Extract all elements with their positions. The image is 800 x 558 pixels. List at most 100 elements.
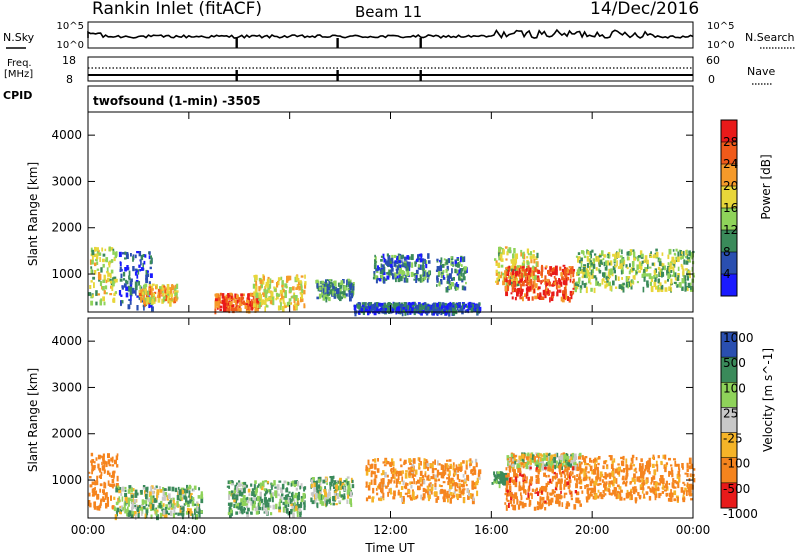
echo-cell — [146, 297, 150, 303]
echo-cell — [572, 271, 575, 274]
echo-cell — [267, 502, 270, 508]
echo-cell — [156, 489, 160, 496]
echo-cell — [420, 494, 423, 500]
echo-cell — [506, 489, 510, 493]
echo-cell — [349, 491, 353, 498]
echo-cell — [601, 250, 604, 256]
echo-cell — [149, 304, 153, 308]
echo-cell — [196, 501, 199, 504]
echo-cell — [255, 303, 257, 309]
echo-cell — [112, 297, 116, 303]
echo-cell — [510, 272, 512, 276]
echo-cell — [196, 506, 199, 512]
echo-cell — [408, 470, 411, 476]
echo-cell — [614, 468, 618, 474]
echo-cell — [370, 472, 373, 478]
echo-cell — [103, 469, 106, 474]
echo-cell — [258, 483, 261, 487]
echo-cell — [238, 510, 242, 514]
echo-cell — [683, 483, 686, 486]
echo-cell — [246, 484, 249, 488]
echo-cell — [449, 301, 452, 307]
echo-cell — [394, 476, 396, 480]
echo-cell — [139, 268, 142, 272]
echo-cell — [680, 254, 683, 259]
echo-cell — [167, 493, 171, 500]
echo-cell — [269, 505, 272, 508]
echo-cell — [148, 286, 152, 289]
echo-cell — [174, 284, 178, 289]
echo-cell — [98, 252, 102, 256]
echo-cell — [251, 303, 254, 307]
echo-cell — [515, 288, 518, 293]
echo-cell — [239, 301, 242, 307]
echo-cell — [440, 473, 443, 479]
echo-cell — [532, 250, 535, 253]
echo-cell — [584, 456, 588, 459]
echo-cell — [460, 465, 463, 471]
echo-cell — [365, 306, 369, 309]
echo-cell — [328, 489, 331, 493]
echo-cell — [388, 259, 391, 264]
echo-cell — [163, 488, 167, 492]
echo-cell — [382, 253, 385, 259]
x-tick-label: 08:00 — [272, 523, 307, 537]
echo-cell — [628, 270, 631, 275]
echo-cell — [668, 457, 671, 461]
echo-cell — [633, 274, 636, 280]
echo-cell — [554, 268, 557, 274]
echo-cell — [386, 272, 389, 275]
echo-cell — [100, 498, 103, 503]
echo-cell — [234, 306, 238, 312]
echo-cell — [246, 504, 249, 508]
echo-cell — [338, 501, 341, 505]
echo-cell — [446, 477, 449, 480]
echo-cell — [298, 508, 302, 515]
echo-cell — [399, 470, 403, 476]
echo-cell — [228, 308, 231, 314]
power-colorbar-band — [721, 252, 737, 274]
echo-cell — [664, 489, 667, 492]
echo-cell — [100, 471, 103, 476]
echo-cell — [293, 294, 295, 300]
freq-tick-bottom: 8 — [66, 73, 73, 86]
echo-cell — [589, 266, 591, 271]
echo-cell — [566, 296, 569, 301]
echo-cell — [320, 491, 322, 494]
echo-cell — [164, 299, 168, 302]
echo-cell — [535, 460, 538, 464]
echo-cell — [134, 492, 138, 498]
echo-cell — [549, 297, 551, 303]
echo-cell — [287, 511, 291, 516]
echo-cell — [670, 287, 673, 292]
echo-cell — [145, 274, 148, 281]
echo-cell — [162, 296, 165, 303]
echo-cell — [132, 498, 135, 505]
y-tick-label: 4000 — [51, 128, 82, 142]
echo-cell — [140, 506, 143, 510]
echo-cell — [620, 460, 624, 466]
echo-cell — [498, 246, 501, 252]
echo-cell — [135, 289, 137, 296]
echo-cell — [542, 279, 545, 282]
echo-cell — [395, 309, 398, 312]
echo-cell — [436, 266, 440, 271]
echo-cell — [560, 471, 563, 478]
echo-cell — [304, 283, 307, 289]
echo-cell — [172, 513, 175, 518]
echo-cell — [164, 292, 167, 296]
echo-cell — [314, 498, 318, 501]
echo-cell — [380, 275, 384, 279]
echo-cell — [495, 477, 498, 480]
echo-cell — [559, 495, 563, 499]
echo-cell — [655, 285, 658, 290]
echo-cell — [644, 255, 648, 260]
echo-cell — [384, 471, 387, 478]
echo-cell — [380, 473, 383, 476]
echo-cell — [430, 487, 434, 492]
echo-cell — [569, 470, 572, 477]
echo-cell — [119, 505, 122, 509]
echo-cell — [417, 254, 420, 260]
echo-cell — [438, 270, 441, 276]
